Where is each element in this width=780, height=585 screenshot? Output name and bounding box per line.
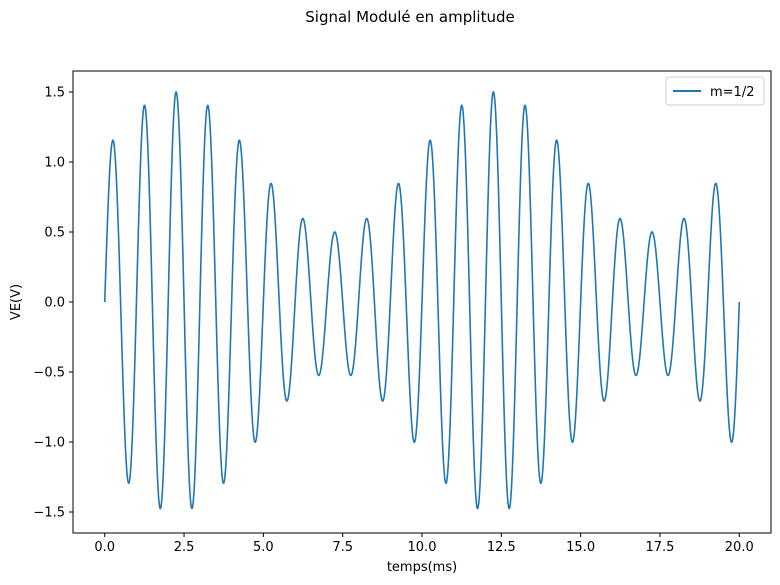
y-tick-label: 1.5 [44,86,65,101]
x-tick-label: 15.0 [566,540,595,555]
x-tick-label: 20.0 [725,540,754,555]
y-tick-label: −0.5 [33,366,65,381]
legend-box [665,76,765,106]
y-tick-label: 1.0 [44,156,65,171]
x-tick-label: 10.0 [408,540,437,555]
x-tick-label: 17.5 [645,540,674,555]
x-tick-label: 12.5 [487,540,516,555]
y-tick-label: 0.5 [44,226,65,241]
x-tick-label: 2.5 [174,540,195,555]
y-tick-label: −1.0 [33,436,65,451]
legend-label: m=1/2 [710,85,754,100]
x-tick-label: 7.5 [332,540,353,555]
y-axis-label: VE(V) [9,284,24,320]
x-axis-label: temps(ms) [387,560,457,575]
chart-title: Signal Modulé en amplitude [305,8,514,26]
legend: m=1/2 [665,76,765,106]
x-tick-label: 5.0 [253,540,274,555]
plot-area [103,91,741,510]
y-tick-label: −1.5 [33,506,65,521]
y-axis: −1.5 −1.0 −0.5 0.0 0.5 1.0 1.5 [33,86,73,521]
x-tick-label: 0.0 [94,540,115,555]
x-axis: 0.0 2.5 5.0 7.5 10.0 12.5 15.0 17.5 20.0 [94,533,754,555]
y-tick-label: 0.0 [44,296,65,311]
series-line [103,91,741,510]
